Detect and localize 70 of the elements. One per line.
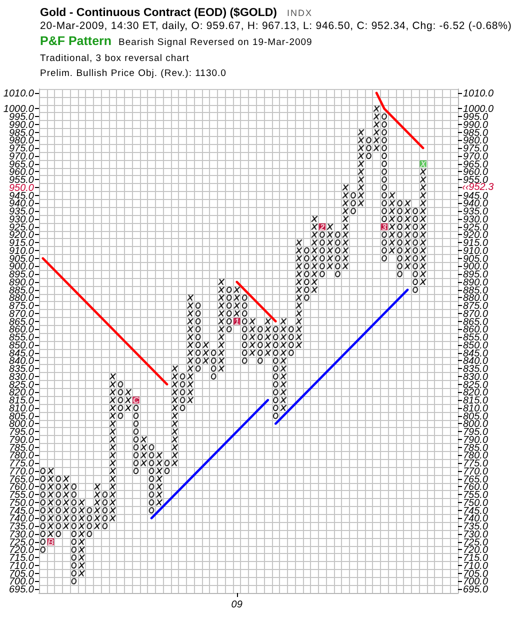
bar: [310, 215, 318, 294]
bar: [210, 348, 218, 380]
bar: [116, 380, 124, 420]
text: INDX: [287, 8, 313, 18]
bar: [396, 199, 404, 278]
bar: [170, 364, 179, 467]
series-label: 3: [382, 222, 387, 232]
bar: [225, 286, 233, 334]
bar: [280, 317, 288, 412]
chart-subtitle: 20-Mar-2009, 14:30 ET, daily, O: 959.67, H: 967.13, L: 946.50, C: 952.34, Chg: -6.52 (-0.68%): [40, 20, 512, 32]
text: P&F Pattern: [40, 34, 112, 48]
bar: [380, 112, 388, 262]
y-tick-label: 1010.0: [3, 87, 34, 98]
bar: [93, 482, 102, 530]
bar: [372, 104, 380, 152]
chart-title: Gold - Continuous Contract (EOD) ($GOLD): [40, 7, 278, 19]
bar: [46, 467, 55, 546]
bar: [287, 325, 296, 357]
bar: [388, 191, 396, 254]
text: Prelim. Bullish Price Obj. (Rev.): 1130.0: [40, 68, 226, 79]
bar: [342, 184, 350, 270]
bar: [240, 294, 248, 365]
line-series: [150, 398, 270, 520]
bar: [326, 222, 334, 270]
series-label: X: [419, 158, 428, 169]
bar: [318, 222, 326, 278]
bar: [334, 230, 342, 278]
bar: [86, 506, 94, 538]
y2-tick-label: 1010.0: [463, 87, 494, 98]
bar: [124, 388, 132, 412]
bar: [54, 474, 62, 538]
line-series: [42, 257, 168, 386]
bar: [302, 246, 311, 302]
bar: [264, 317, 272, 357]
bar: [256, 325, 264, 365]
series-label: C: [132, 395, 140, 406]
bar: [39, 467, 47, 554]
series-label: 1: [234, 316, 240, 326]
bar: [78, 498, 86, 578]
bar: [272, 325, 280, 420]
text: Traditional, 3 box reversal chart: [40, 53, 190, 64]
bar: [357, 128, 365, 208]
bar: [364, 136, 373, 160]
line-series: [375, 92, 424, 150]
bar: [217, 278, 226, 372]
bar: [248, 317, 256, 357]
bar: [404, 199, 412, 270]
bar: [194, 302, 202, 372]
bar: [101, 490, 109, 530]
bar: [163, 459, 171, 475]
line-series: [274, 288, 409, 425]
bar: [70, 482, 78, 586]
line-series: [236, 280, 277, 322]
series-label: B: [48, 536, 54, 547]
bar: [62, 474, 70, 530]
bar: [178, 372, 186, 412]
bar: [132, 396, 140, 475]
text: Bearish Signal Reversed on 19-Mar-2009: [118, 37, 312, 48]
x-tick-label: 09: [231, 598, 243, 610]
bar: [186, 294, 194, 404]
bar: [155, 451, 164, 506]
bar: [419, 160, 427, 286]
bar: [411, 207, 420, 294]
bar: [349, 191, 358, 215]
bar: [140, 436, 148, 467]
bar: [148, 443, 156, 514]
bar: [295, 238, 303, 349]
bar: [202, 341, 210, 365]
series-label: 2: [318, 222, 325, 232]
bar: [108, 372, 117, 522]
